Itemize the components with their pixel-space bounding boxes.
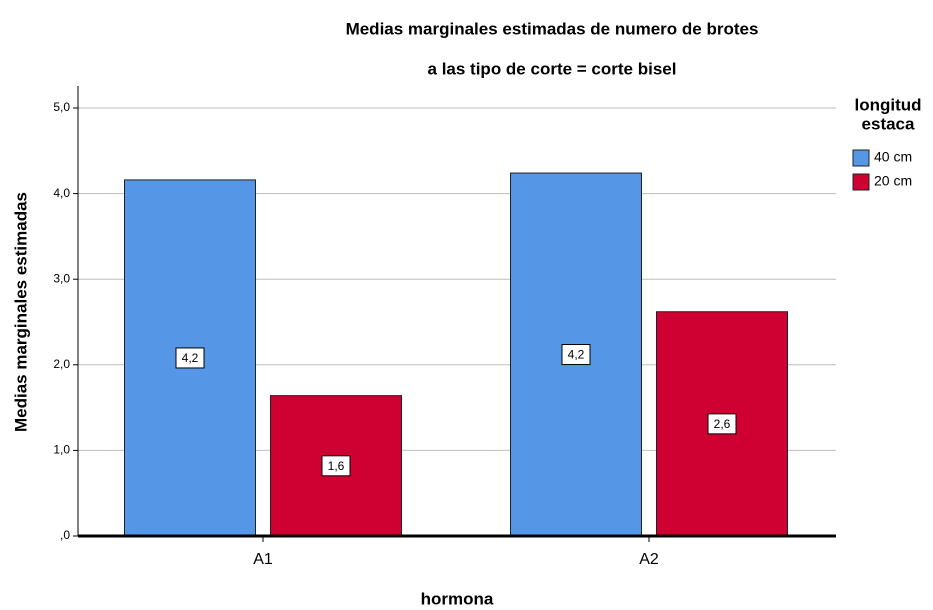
value-label: 4,2 bbox=[182, 351, 199, 365]
chart-subtitle: a las tipo de corte = corte bisel bbox=[428, 59, 677, 78]
y-tick-label: ,0 bbox=[60, 528, 70, 542]
value-label: 2,6 bbox=[714, 417, 731, 431]
value-label-box bbox=[707, 413, 737, 435]
legend-title: estaca bbox=[862, 114, 915, 133]
y-tick-label: 2,0 bbox=[53, 357, 70, 371]
chart-title: Medias marginales estimadas de numero de… bbox=[346, 19, 759, 38]
value-label-box bbox=[175, 347, 205, 369]
x-tick-label: A1 bbox=[253, 551, 273, 568]
legend-label: 40 cm bbox=[874, 149, 912, 165]
legend-label: 20 cm bbox=[874, 173, 912, 189]
y-tick-label: 4,0 bbox=[53, 186, 70, 200]
y-tick-label: 5,0 bbox=[53, 100, 70, 114]
legend-swatch bbox=[852, 149, 870, 167]
legend-swatch bbox=[852, 173, 870, 191]
value-label: 4,2 bbox=[568, 348, 585, 362]
value-label: 1,6 bbox=[328, 459, 345, 473]
value-label-box bbox=[561, 344, 591, 366]
x-tick-label: A2 bbox=[639, 551, 659, 568]
legend-title: longitud bbox=[854, 95, 921, 114]
x-axis-label: hormona bbox=[421, 589, 494, 608]
value-label-box bbox=[321, 455, 351, 477]
y-axis-label: Medias marginales estimadas bbox=[11, 192, 30, 432]
y-tick-label: 3,0 bbox=[53, 271, 70, 285]
y-tick-label: 1,0 bbox=[53, 443, 70, 457]
